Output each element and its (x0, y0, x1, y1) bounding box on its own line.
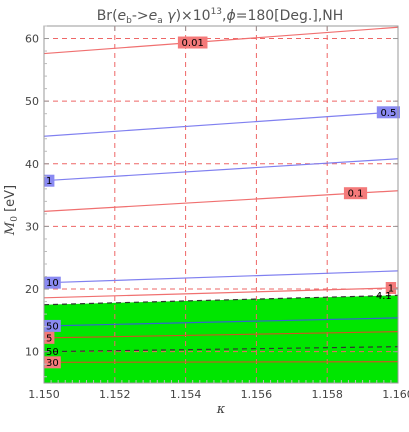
contour-label: 10 (44, 276, 61, 289)
contour-line (43, 111, 399, 137)
y-tick-label: 20 (25, 283, 39, 296)
x-tick-label: 1.160 (382, 388, 409, 401)
contour-line (43, 361, 399, 363)
contour-line (43, 317, 399, 327)
contour-line (43, 331, 399, 339)
svg-text:50: 50 (46, 347, 59, 358)
svg-text:10: 10 (46, 278, 59, 289)
x-tick-label: 1.154 (170, 388, 202, 401)
excluded-region (44, 295, 398, 383)
svg-text:M0 [eV]: M0 [eV] (3, 185, 20, 236)
chart-title: Br(eb->ea γ)×1013,ϕ=180[Deg.],NH (97, 7, 344, 26)
contour-line (43, 158, 399, 182)
contour-label: 1 (385, 282, 397, 295)
contour-label: 0.5 (376, 106, 400, 119)
contour-label: 5 (44, 331, 55, 344)
y-tick-label: 50 (25, 95, 39, 108)
svg-text:0.5: 0.5 (380, 108, 396, 119)
svg-text:30: 30 (46, 358, 59, 369)
y-tick-label: 60 (25, 33, 39, 46)
contour-label: 30 (44, 356, 61, 369)
contour-line (43, 190, 399, 212)
x-tick-label: 1.158 (311, 388, 343, 401)
x-tick-label: 1.150 (28, 388, 60, 401)
contour-label: 50 (44, 319, 61, 332)
contour-line (43, 287, 399, 299)
axes: 1.1501.1521.1541.1561.1581.1601020304050… (25, 25, 409, 401)
contour-label: 50 (46, 347, 59, 358)
contour-label: 0.01 (177, 36, 208, 49)
svg-text:50: 50 (46, 321, 59, 332)
contour-label: 0.1 (343, 187, 368, 200)
y-axis-title: M0 [eV] (3, 185, 20, 236)
x-axis-title: κ (216, 402, 226, 417)
svg-text:1: 1 (388, 284, 394, 295)
svg-text:5: 5 (46, 333, 52, 344)
contour-label: 1 (44, 174, 55, 187)
y-tick-label: 40 (25, 158, 39, 171)
x-tick-label: 1.152 (99, 388, 131, 401)
y-tick-label: 10 (25, 346, 39, 359)
svg-text:1: 1 (46, 176, 52, 187)
y-tick-label: 30 (25, 220, 39, 233)
contour-label: 4.1 (376, 291, 392, 302)
svg-text:4.1: 4.1 (376, 291, 392, 302)
contour-line (43, 26, 399, 55)
contour-line (43, 270, 399, 284)
svg-text:0.01: 0.01 (182, 38, 204, 49)
svg-text:0.1: 0.1 (348, 189, 364, 200)
x-tick-label: 1.156 (241, 388, 273, 401)
